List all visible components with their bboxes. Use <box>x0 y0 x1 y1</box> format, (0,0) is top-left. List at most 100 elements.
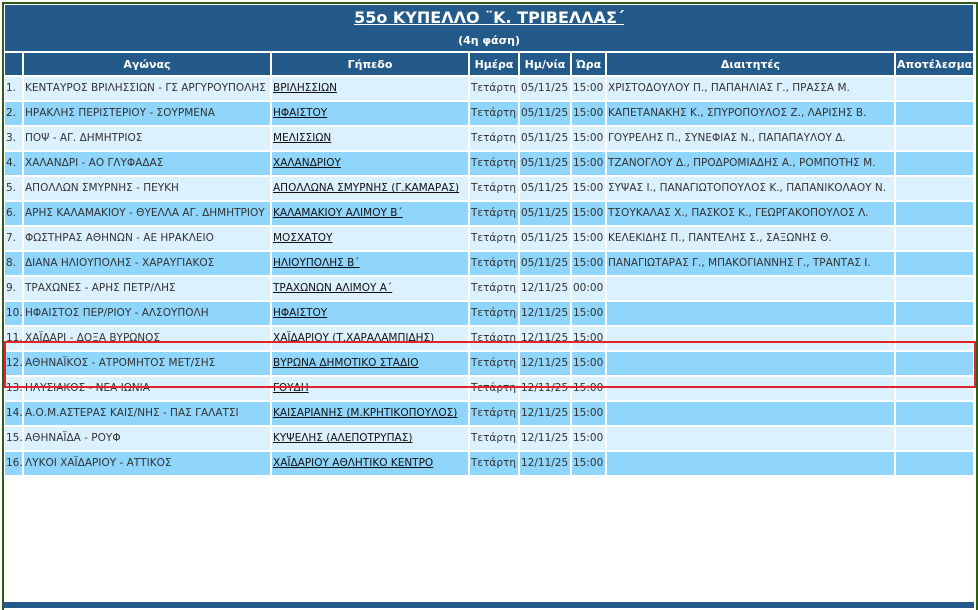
page-subtitle: (4η φάση) <box>458 34 521 47</box>
match-result-cell <box>896 277 974 300</box>
match-result-cell <box>896 327 974 350</box>
column-header-time: Ώρα <box>572 53 605 75</box>
venue-link-cell: ΗΦΑΙΣΤΟΥ <box>272 102 468 125</box>
venue-link[interactable]: ΧΑΪΔΑΡΙΟΥ ΑΘΛΗΤΙΚΟ ΚΕΝΤΡΟ <box>273 457 434 469</box>
venue-link[interactable]: ΚΥΨΕΛΗΣ (ΑΛΕΠΟΤΡΥΠΑΣ) <box>273 432 413 444</box>
match-date-cell: 12/11/25 <box>520 302 570 325</box>
match-result-cell <box>896 152 974 175</box>
title-cell: 55ο ΚΥΠΕΛΛΟ ¨Κ. ΤΡΙΒΕΛΛΑΣ΄ (4η φάση) <box>5 5 974 51</box>
venue-link[interactable]: ΜΕΛΙΣΣΙΩΝ <box>273 132 332 144</box>
footer-band <box>4 602 974 608</box>
title-row: 55ο ΚΥΠΕΛΛΟ ¨Κ. ΤΡΙΒΕΛΛΑΣ΄ (4η φάση) <box>5 5 974 51</box>
venue-link-cell: ΒΡΙΛΗΣΣΙΩΝ <box>272 77 468 100</box>
match-day-cell: Τετάρτη <box>470 202 518 225</box>
match-date-cell: 05/11/25 <box>520 152 570 175</box>
referees-cell: ΠΑΝΑΓΙΩΤΑΡΑΣ Γ., ΜΠΑΚΟΓΙΑΝΝΗΣ Γ., ΤΡΑΝΤΑ… <box>607 252 894 275</box>
referees-cell: ΚΑΠΕΤΑΝΑΚΗΣ Κ., ΣΠΥΡΟΠΟΥΛΟΣ Ζ., ΛΑΡΙΣΗΣ … <box>607 102 894 125</box>
match-date-cell: 12/11/25 <box>520 352 570 375</box>
row-number-cell: 11. <box>5 327 23 350</box>
match-name-cell: ΤΡΑΧΩΝΕΣ - ΑΡΗΣ ΠΕΤΡ/ΛΗΣ <box>24 277 270 300</box>
match-date-cell: 05/11/25 <box>520 77 570 100</box>
row-number-cell: 14. <box>5 402 23 425</box>
venue-link[interactable]: ΗΛΙΟΥΠΟΛΗΣ Β΄ <box>273 257 360 269</box>
row-number-cell: 2. <box>5 102 22 125</box>
match-time-cell: 15:00 <box>572 352 605 375</box>
match-time-cell: 15:00 <box>572 102 605 125</box>
match-day-cell: Τετάρτη <box>470 252 518 275</box>
match-time-cell: 15:00 <box>572 177 605 200</box>
match-name-cell: ΗΦΑΙΣΤΟΣ ΠΕΡ/ΡΙΟΥ - ΑΛΣΟΥΠΟΛΗ <box>24 302 270 325</box>
venue-link[interactable]: ΧΑΛΑΝΔΡΙΟΥ <box>273 157 341 169</box>
match-name-cell: ΗΛΥΣΙΑΚΟΣ - ΝΕΑ ΙΩΝΙΑ <box>24 377 270 400</box>
table-row: 6. ΑΡΗΣ ΚΑΛΑΜΑΚΙΟΥ - ΘΥΕΛΛΑ ΑΓ. ΔΗΜΗΤΡΙΟΥ… <box>5 202 974 225</box>
match-day-cell: Τετάρτη <box>470 402 518 425</box>
venue-link[interactable]: ΤΡΑΧΩΝΩΝ ΑΛΙΜΟΥ Α΄ <box>273 282 393 294</box>
column-header-date: Ημ/νία <box>520 53 570 75</box>
fixtures-table: 55ο ΚΥΠΕΛΛΟ ¨Κ. ΤΡΙΒΕΛΛΑΣ΄ (4η φάση) Αγώ… <box>3 3 975 477</box>
row-number-cell: 13. <box>5 377 23 400</box>
venue-link[interactable]: ΗΦΑΙΣΤΟΥ <box>273 107 328 119</box>
referees-cell <box>607 377 894 400</box>
row-number-cell: 6. <box>5 202 22 225</box>
match-day-cell: Τετάρτη <box>470 227 518 250</box>
referees-cell: ΤΣΟΥΚΑΛΑΣ Χ., ΠΑΣΚΟΣ Κ., ΓΕΩΡΓΑΚΟΠΟΥΛΟΣ … <box>607 202 894 225</box>
match-name-cell: ΧΑΪΔΑΡΙ - ΔΟΞΑ ΒΥΡΩΝΟΣ <box>24 327 270 350</box>
column-header-day: Ημέρα <box>470 53 518 75</box>
match-result-cell <box>896 177 974 200</box>
match-day-cell: Τετάρτη <box>470 177 518 200</box>
venue-link[interactable]: ΒΡΙΛΗΣΣΙΩΝ <box>273 82 337 94</box>
row-number-cell: 10. <box>5 302 23 325</box>
referees-cell: ΚΕΛΕΚΙΔΗΣ Π., ΠΑΝΤΕΛΗΣ Σ., ΣΑΞΩΝΗΣ Θ. <box>607 227 894 250</box>
venue-link[interactable]: ΒΥΡΩΝΑ ΔΗΜΟΤΙΚΟ ΣΤΑΔΙΟ <box>273 357 419 369</box>
match-date-cell: 05/11/25 <box>520 102 570 125</box>
match-day-cell: Τετάρτη <box>470 452 518 475</box>
venue-link[interactable]: ΜΟΣΧΑΤΟΥ <box>273 232 333 244</box>
column-header-match: Αγώνας <box>24 53 270 75</box>
table-row: 7. ΦΩΣΤΗΡΑΣ ΑΘΗΝΩΝ - ΑΕ ΗΡΑΚΛΕΙΟ ΜΟΣΧΑΤΟΥ Τ… <box>5 227 974 250</box>
referees-cell: ΣΥΨΑΣ Ι., ΠΑΝΑΓΙΩΤΟΠΟΥΛΟΣ Κ., ΠΑΠΑΝΙΚΟΛΑ… <box>607 177 894 200</box>
venue-link-cell: ΚΑΛΑΜΑΚΙΟΥ ΑΛΙΜΟΥ Β΄ <box>272 202 468 225</box>
match-time-cell: 00:00 <box>572 277 605 300</box>
match-result-cell <box>896 302 974 325</box>
venue-link-cell: ΜΟΣΧΑΤΟΥ <box>272 227 468 250</box>
match-day-cell: Τετάρτη <box>470 352 518 375</box>
table-row: 15. ΑΘΗΝΑΪΔΑ - ΡΟΥΦ ΚΥΨΕΛΗΣ (ΑΛΕΠΟΤΡΥΠΑΣ) Τ… <box>5 427 974 450</box>
match-date-cell: 05/11/25 <box>520 227 570 250</box>
match-time-cell: 15:00 <box>572 427 605 450</box>
match-date-cell: 12/11/25 <box>520 402 570 425</box>
venue-link[interactable]: ΚΑΙΣΑΡΙΑΝΗΣ (Μ.ΚΡΗΤΙΚΟΠΟΥΛΟΣ) <box>273 407 458 419</box>
match-name-cell: ΗΡΑΚΛΗΣ ΠΕΡΙΣΤΕΡΙΟΥ - ΣΟΥΡΜΕΝΑ <box>24 102 270 125</box>
match-result-cell <box>896 402 974 425</box>
column-header-row: Αγώνας Γήπεδο Ημέρα Ημ/νία Ώρα Διαιτητές… <box>5 53 974 75</box>
page-title: 55ο ΚΥΠΕΛΛΟ ¨Κ. ΤΡΙΒΕΛΛΑΣ΄ <box>354 8 625 27</box>
table-row: 8. ΔΙΑΝΑ ΗΛΙΟΥΠΟΛΗΣ - ΧΑΡΑΥΓΙΑΚΟΣ ΗΛΙΟΥΠΟΛ… <box>5 252 974 275</box>
match-time-cell: 15:00 <box>572 377 605 400</box>
venue-link-cell: ΧΑΪΔΑΡΙΟΥ (Τ.ΧΑΡΑΛΑΜΠΙΔΗΣ) <box>272 327 468 350</box>
match-name-cell: Α.Ο.Μ.ΑΣΤΕΡΑΣ ΚΑΙΣ/ΝΗΣ - ΠΑΣ ΓΑΛΑΤΣΙ <box>24 402 270 425</box>
venue-link-cell: ΚΑΙΣΑΡΙΑΝΗΣ (Μ.ΚΡΗΤΙΚΟΠΟΥΛΟΣ) <box>272 402 468 425</box>
match-name-cell: ΛΥΚΟΙ ΧΑΪΔΑΡΙΟΥ - ΑΤΤΙΚΟΣ <box>24 452 270 475</box>
table-row: 12. ΑΘΗΝΑΪΚΟΣ - ΑΤΡΟΜΗΤΟΣ ΜΕΤ/ΣΗΣ ΒΥΡΩΝΑ Δ… <box>5 352 974 375</box>
match-result-cell <box>896 352 974 375</box>
venue-link[interactable]: ΗΦΑΙΣΤΟΥ <box>273 307 328 319</box>
row-number-cell: 5. <box>5 177 22 200</box>
row-number-cell: 9. <box>5 277 22 300</box>
column-header-result: Αποτέλεσμα <box>896 53 974 75</box>
match-day-cell: Τετάρτη <box>470 102 518 125</box>
table-row: 13. ΗΛΥΣΙΑΚΟΣ - ΝΕΑ ΙΩΝΙΑ ΓΟΥΔΗ Τετάρτη 12/1… <box>5 377 974 400</box>
match-date-cell: 05/11/25 <box>520 127 570 150</box>
venue-link[interactable]: ΚΑΛΑΜΑΚΙΟΥ ΑΛΙΜΟΥ Β΄ <box>273 207 403 219</box>
match-result-cell <box>896 427 974 450</box>
match-date-cell: 12/11/25 <box>520 377 570 400</box>
match-name-cell: ΑΘΗΝΑΪΔΑ - ΡΟΥΦ <box>24 427 270 450</box>
table-row: 11. ΧΑΪΔΑΡΙ - ΔΟΞΑ ΒΥΡΩΝΟΣ ΧΑΪΔΑΡΙΟΥ (Τ.ΧΑ… <box>5 327 974 350</box>
table-row: 3. ΠΟΨ - ΑΓ. ΔΗΜΗΤΡΙΟΣ ΜΕΛΙΣΣΙΩΝ Τετάρτη 05/… <box>5 127 974 150</box>
venue-link[interactable]: ΑΠΟΛΛΩΝΑ ΣΜΥΡΝΗΣ (Γ.ΚΑΜΑΡΑΣ) <box>273 182 460 194</box>
match-day-cell: Τετάρτη <box>470 127 518 150</box>
venue-link[interactable]: ΧΑΪΔΑΡΙΟΥ (Τ.ΧΑΡΑΛΑΜΠΙΔΗΣ) <box>273 332 435 344</box>
match-result-cell <box>896 252 974 275</box>
referees-cell <box>607 352 894 375</box>
match-time-cell: 15:00 <box>572 227 605 250</box>
match-result-cell <box>896 377 974 400</box>
venue-link[interactable]: ΓΟΥΔΗ <box>273 382 309 394</box>
